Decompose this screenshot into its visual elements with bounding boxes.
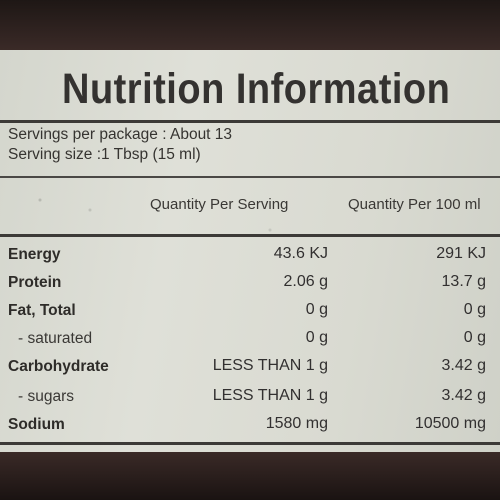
value-sodium-per-serving: 1580 mg — [265, 415, 328, 432]
value-energy-per-serving: 43.6 KJ — [273, 245, 328, 262]
value-fat-per-100ml: 0 g — [463, 301, 486, 318]
value-sodium-per-100ml: 10500 mg — [414, 415, 486, 432]
column-header-per-serving: Quantity Per Serving — [150, 196, 289, 213]
value-energy-per-100ml: 291 KJ — [436, 245, 486, 262]
row-label-energy: Energy — [8, 246, 61, 263]
value-sugars-per-serving: LESS THAN 1 g — [212, 387, 328, 404]
servings-per-package: Servings per package : About 13 — [8, 126, 233, 143]
row-label-fat-total: Fat, Total — [8, 302, 76, 319]
value-protein-per-serving: 2.06 g — [283, 273, 328, 290]
value-protein-per-100ml: 13.7 g — [441, 273, 486, 290]
label-title: Nutrition Information — [62, 66, 451, 114]
value-saturated-per-100ml: 0 g — [463, 329, 486, 346]
row-label-carbohydrate: Carbohydrate — [8, 358, 109, 375]
value-fat-per-serving: 0 g — [305, 301, 328, 318]
column-header-per-100ml: Quantity Per 100 ml — [348, 196, 481, 213]
value-carbohydrate-per-serving: LESS THAN 1 g — [212, 357, 328, 374]
value-carbohydrate-per-100ml: 3.42 g — [441, 357, 486, 374]
nutrition-label: Nutrition Information Servings per packa… — [0, 50, 500, 452]
value-saturated-per-serving: 0 g — [305, 329, 328, 346]
divider-below-title — [0, 120, 500, 123]
divider-above-rows — [0, 234, 500, 237]
bottle-bottom-edge — [0, 452, 500, 500]
row-label-saturated: - saturated — [18, 330, 93, 347]
value-sugars-per-100ml: 3.42 g — [441, 387, 486, 404]
divider-above-columns — [0, 176, 500, 178]
row-label-sugars: - sugars — [18, 388, 74, 405]
row-label-sodium: Sodium — [8, 416, 65, 433]
divider-bottom — [0, 442, 500, 445]
bottle-top-edge — [0, 0, 500, 50]
serving-size: Serving size :1 Tbsp (15 ml) — [8, 146, 201, 163]
row-label-protein: Protein — [8, 274, 62, 291]
